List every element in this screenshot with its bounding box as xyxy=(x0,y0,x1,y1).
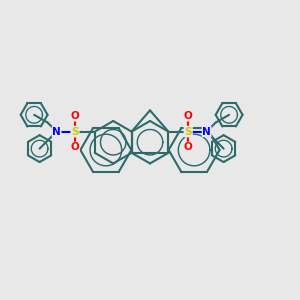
Text: O: O xyxy=(70,142,80,152)
Text: S: S xyxy=(184,127,192,136)
Text: O: O xyxy=(184,142,193,152)
Text: N: N xyxy=(202,127,211,136)
Text: S: S xyxy=(71,127,79,136)
Text: N: N xyxy=(52,127,61,136)
Text: O: O xyxy=(184,111,193,121)
Text: O: O xyxy=(70,111,80,121)
